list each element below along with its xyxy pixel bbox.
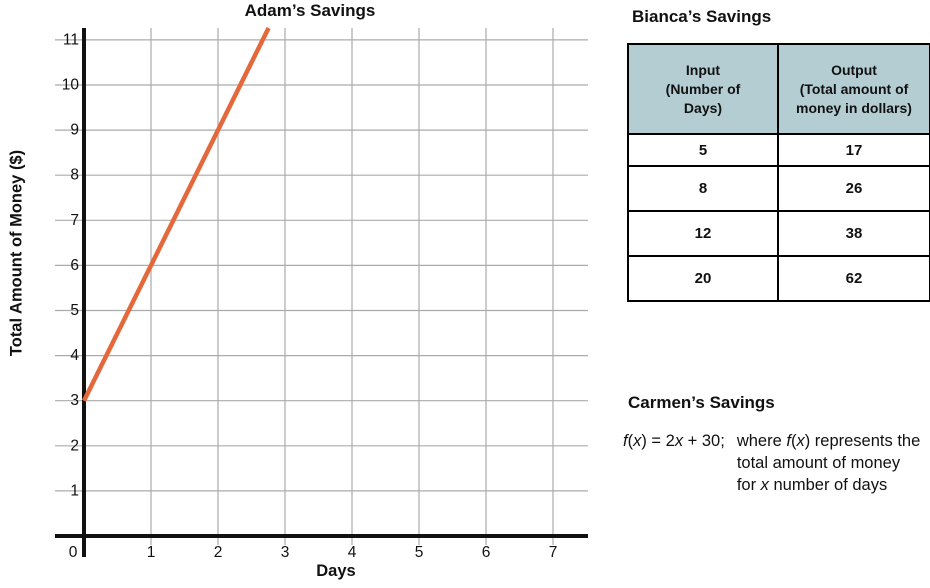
output-column-header: Output (Total amount of money in dollars… (777, 43, 930, 135)
carmen-heading: Carmen’s Savings (628, 393, 775, 412)
x-tick-label: 5 (415, 544, 424, 561)
x-tick-label: 4 (348, 544, 357, 561)
y-tick-label: 4 (70, 347, 79, 364)
formula-token: total amount of money (736, 454, 901, 472)
table-cell: 8 (627, 165, 779, 212)
savings-line (81, 27, 271, 402)
x-tick-label: 0 (69, 544, 78, 561)
formula-italic-token: x (760, 476, 769, 494)
input-column-header: Input (Number of Days) (627, 43, 779, 135)
carmen-note-line: for x number of days (737, 476, 887, 494)
table-cell: 62 (777, 255, 930, 302)
table-row: 12 38 (627, 210, 930, 257)
formula-italic-token: x (674, 432, 684, 450)
y-tick-label: 6 (70, 257, 79, 274)
formula-token: ( (790, 432, 797, 450)
x-axis-label: Days (316, 562, 356, 580)
carmen-note-line: total amount of money (737, 454, 900, 472)
formula-token: where (736, 432, 787, 450)
formula-token: number of days (768, 476, 888, 494)
y-tick-label: 10 (62, 77, 80, 94)
y-tick-label: 2 (70, 437, 79, 454)
bianca-heading: Bianca’s Savings (632, 7, 772, 26)
bianca-table: Input (Number of Days) Output (Total amo… (627, 43, 930, 302)
carmen-equation: f(x) = 2x + 30; (623, 430, 725, 496)
table-cell: 26 (777, 165, 930, 212)
formula-token: ( (627, 432, 634, 450)
y-tick-label: 1 (70, 482, 79, 499)
table-row: 20 62 (627, 255, 930, 302)
formula-token: + 30; (683, 432, 725, 450)
y-tick-label: 9 (70, 122, 79, 139)
formula-token: for (736, 476, 761, 494)
formula-token: ) represents the (804, 432, 921, 450)
formula-italic-token: x (796, 432, 805, 450)
y-tick-label: 3 (70, 392, 79, 409)
y-tick-label: 11 (63, 31, 79, 48)
x-tick-label: 2 (214, 544, 223, 561)
x-tick-label: 7 (549, 544, 558, 561)
x-tick-label: 3 (281, 544, 290, 561)
x-tick-label: 1 (147, 544, 156, 561)
table-cell: 17 (777, 133, 930, 167)
chart-title: Adam’s Savings (244, 1, 376, 20)
formula-token: ) = 2 (641, 432, 675, 450)
formula-italic-token: f (623, 432, 628, 450)
table-cell: 12 (627, 210, 779, 257)
table-cell: 20 (627, 255, 779, 302)
adams-savings-plot: 0 1 2 3 4 5 6 7 1 2 3 4 5 6 7 8 9 10 11 (55, 27, 588, 561)
table-cell: 38 (777, 210, 930, 257)
table-header-row: Input (Number of Days) Output (Total amo… (627, 43, 930, 135)
y-tick-label: 5 (70, 302, 79, 319)
table-cell: 5 (627, 133, 779, 167)
table-row: 8 26 (627, 165, 930, 212)
y-tick-label: 7 (70, 212, 79, 229)
carmen-note-line: where f(x) represents the (737, 432, 920, 450)
carmen-note: where f(x) represents the total amount of… (737, 430, 920, 496)
formula-italic-token: x (633, 432, 642, 450)
formula-italic-token: f (786, 432, 791, 450)
x-tick-label: 6 (482, 544, 491, 561)
carmen-formula: f(x) = 2x + 30; where f(x) represents th… (623, 430, 920, 496)
y-tick-label: 8 (70, 167, 79, 184)
table-row: 5 17 (627, 133, 930, 167)
